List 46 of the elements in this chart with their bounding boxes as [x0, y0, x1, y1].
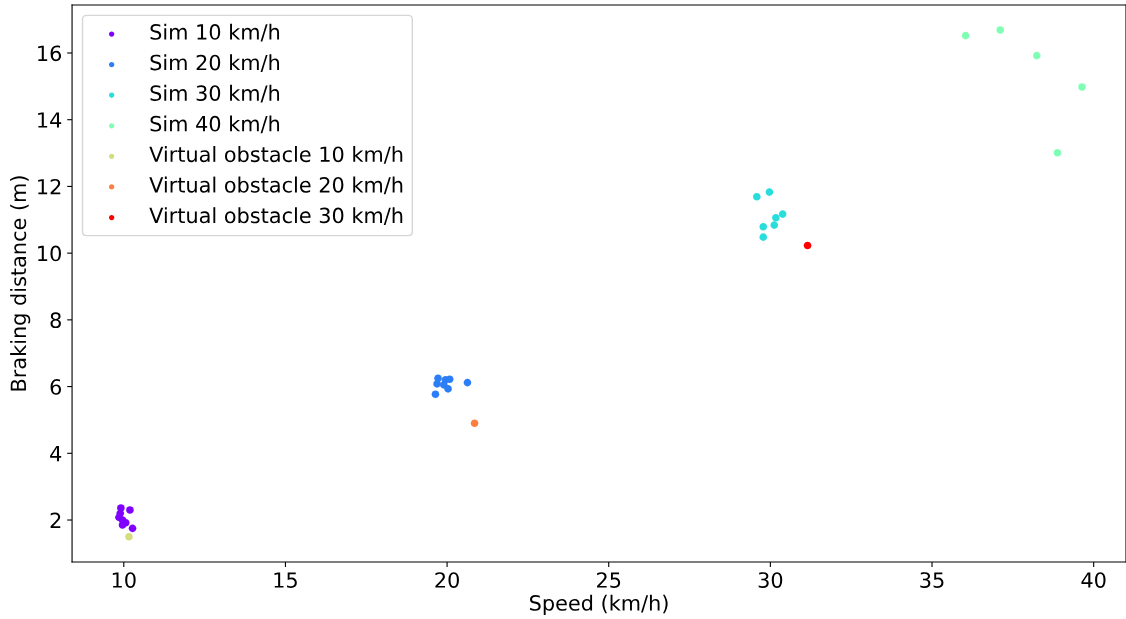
point — [431, 390, 440, 399]
x-tick-label: 15 — [274, 572, 297, 588]
y-tick-label: 12 — [38, 178, 61, 195]
legend-label: Virtual obstacle 10 km/h — [149, 146, 403, 164]
point — [753, 192, 761, 201]
point — [126, 506, 134, 514]
y-tick-label: 14 — [38, 112, 62, 128]
legend-label: Sim 40 km/h — [150, 115, 280, 134]
point — [1078, 83, 1086, 91]
legend-label: Sim 30 km/h — [150, 84, 280, 103]
x-tick-label: 10 — [112, 572, 136, 588]
point — [770, 221, 779, 229]
x-tick-label: 40 — [1081, 572, 1106, 588]
point — [463, 378, 472, 387]
x-tick-label: 35 — [920, 572, 944, 588]
legend-label: Virtual obstacle 30 km/h — [149, 207, 403, 225]
y-axis-title: Braking distance (m) — [10, 176, 31, 391]
y-tick-label: 4 — [50, 446, 62, 462]
legend-label: Sim 10 km/h — [150, 23, 280, 42]
point — [996, 26, 1005, 34]
legend-label: Sim 20 km/h — [150, 54, 280, 73]
point — [759, 233, 768, 241]
point — [433, 380, 441, 388]
x-axis-title: Speed (km/h) — [530, 594, 668, 615]
point — [1032, 51, 1041, 60]
y-tick-label: 10 — [38, 245, 61, 262]
y-tick-label: 2 — [50, 512, 61, 528]
legend-label: Virtual obstacle 20 km/h — [149, 176, 403, 195]
point — [778, 210, 787, 218]
y-tick-label: 6 — [50, 379, 62, 395]
point — [759, 222, 768, 231]
point — [1053, 148, 1062, 157]
x-tick-label: 25 — [597, 572, 621, 588]
y-tick-label: 16 — [38, 45, 62, 62]
y-tick-label: 8 — [50, 312, 61, 329]
x-tick-label: 30 — [758, 572, 783, 588]
point — [961, 31, 970, 40]
point — [445, 375, 454, 384]
point — [125, 532, 133, 541]
point — [470, 419, 479, 428]
point — [128, 524, 137, 533]
point — [803, 241, 812, 250]
point — [772, 213, 780, 222]
point — [444, 385, 452, 393]
point — [765, 188, 774, 196]
x-tick-label: 20 — [435, 572, 459, 588]
